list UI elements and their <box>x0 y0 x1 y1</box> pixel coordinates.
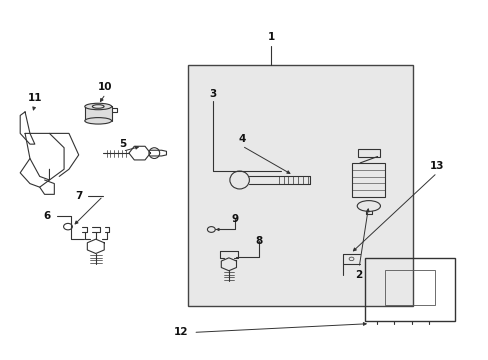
Text: 12: 12 <box>174 327 188 337</box>
Bar <box>84 107 111 121</box>
Text: 11: 11 <box>27 93 42 103</box>
Bar <box>385 270 434 305</box>
Text: 3: 3 <box>209 89 216 99</box>
Ellipse shape <box>84 103 111 110</box>
Text: 5: 5 <box>119 139 126 149</box>
Bar <box>188 65 412 306</box>
Ellipse shape <box>84 118 111 124</box>
Bar <box>351 163 385 197</box>
Text: 1: 1 <box>267 32 274 41</box>
Text: 4: 4 <box>238 134 245 144</box>
Bar <box>357 149 379 157</box>
Text: 13: 13 <box>429 161 444 171</box>
Text: 2: 2 <box>355 270 362 280</box>
Text: 9: 9 <box>231 215 238 224</box>
Ellipse shape <box>92 105 104 108</box>
Text: 7: 7 <box>75 191 82 201</box>
Text: 6: 6 <box>43 211 51 221</box>
Text: 8: 8 <box>255 236 262 246</box>
Text: 10: 10 <box>98 82 113 92</box>
Bar <box>365 258 454 321</box>
